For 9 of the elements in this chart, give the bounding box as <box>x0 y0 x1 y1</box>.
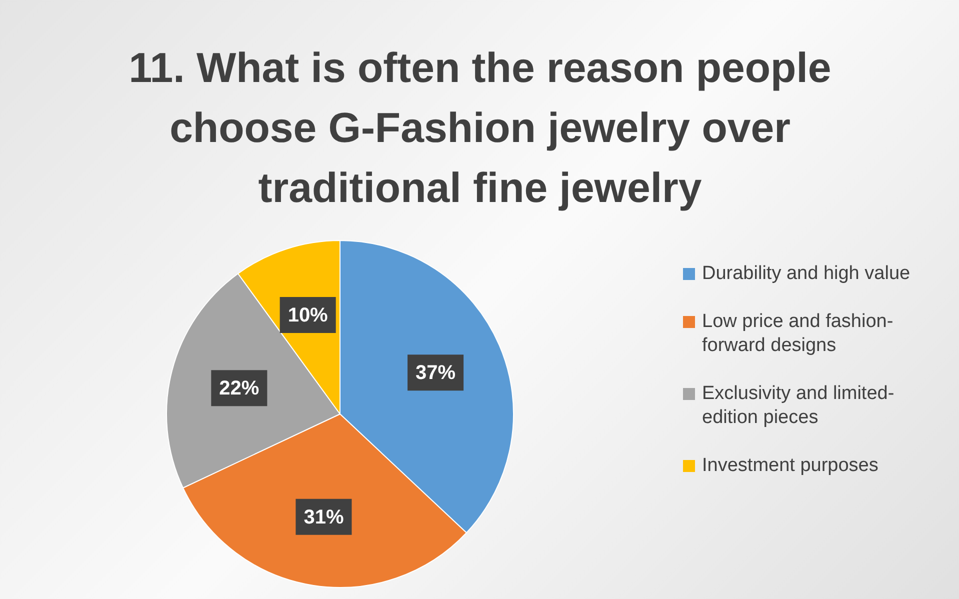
data-label: 10% <box>288 304 328 327</box>
chart-title: 11. What is often the reason people choose G-Fashion jewelry over traditional fine jewelry <box>128 43 832 213</box>
legend-label: Durability and high value <box>702 262 910 286</box>
data-label: 37% <box>416 362 456 384</box>
data-label: 31% <box>304 506 344 528</box>
legend-label: Low price and fashion-forward designs <box>702 310 894 358</box>
legend-label: Investment purposes <box>702 454 878 478</box>
legend-label: Exclusivity and limited-edition pieces <box>702 382 896 430</box>
data-label: 22% <box>219 378 260 400</box>
